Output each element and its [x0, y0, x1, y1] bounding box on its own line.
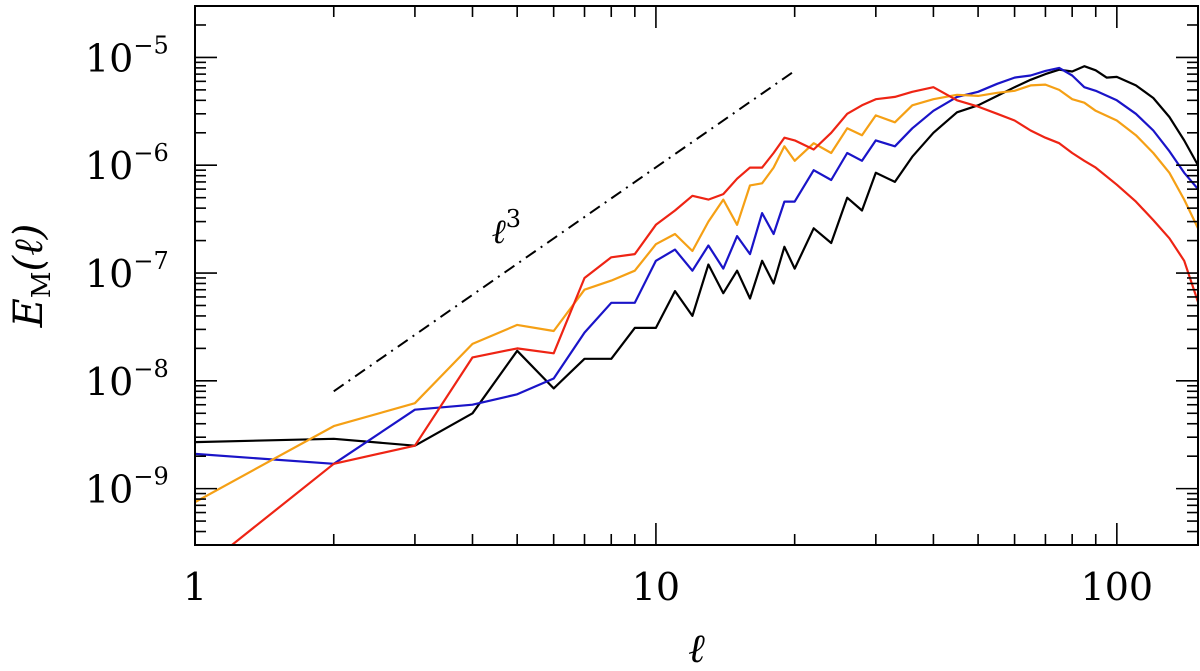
- y-tick-base: 10: [85, 252, 133, 296]
- y-tick-base: 10: [85, 468, 133, 512]
- reference-line-layer: [333, 70, 796, 393]
- series-layer: [195, 65, 1198, 545]
- y-tick-exponent: −8: [133, 355, 168, 383]
- y-axis-label-main: E: [6, 298, 52, 328]
- slope-annotation: ℓ3: [492, 205, 521, 252]
- slope-annotation-base: ℓ: [492, 212, 506, 252]
- y-axis-label-arg: (ℓ): [6, 224, 52, 272]
- y-tick-label: 10−8: [85, 355, 169, 404]
- y-tick-exponent: −5: [133, 31, 168, 59]
- slope-reference-line: [333, 70, 796, 393]
- y-tick-exponent: −6: [133, 139, 168, 167]
- y-tick-exponent: −7: [133, 247, 168, 275]
- series-line-2: [195, 66, 1198, 465]
- series-line-3: [195, 83, 1198, 504]
- plot-frame: [194, 5, 1199, 546]
- y-tick-label: 10−9: [85, 463, 169, 512]
- x-axis-label: ℓ: [688, 626, 705, 671]
- y-tick-base: 10: [85, 144, 133, 188]
- y-tick-label: 10−7: [85, 247, 169, 296]
- ticks-layer: [194, 6, 1198, 546]
- series-line-1: [195, 65, 1198, 447]
- y-axis-label-sub: M: [27, 272, 57, 299]
- y-tick-exponent: −9: [133, 463, 168, 491]
- x-tick-label: 100: [1081, 565, 1154, 609]
- series-line-4: [230, 86, 1198, 545]
- x-tick-label: 10: [632, 565, 680, 609]
- slope-annotation-exponent: 3: [506, 205, 521, 233]
- y-tick-base: 10: [85, 36, 133, 80]
- y-tick-base: 10: [85, 360, 133, 404]
- y-tick-label: 10−6: [85, 139, 169, 188]
- y-axis-label: EM(ℓ): [6, 224, 57, 329]
- y-tick-label: 10−5: [85, 31, 169, 80]
- x-tick-label: 1: [183, 565, 207, 609]
